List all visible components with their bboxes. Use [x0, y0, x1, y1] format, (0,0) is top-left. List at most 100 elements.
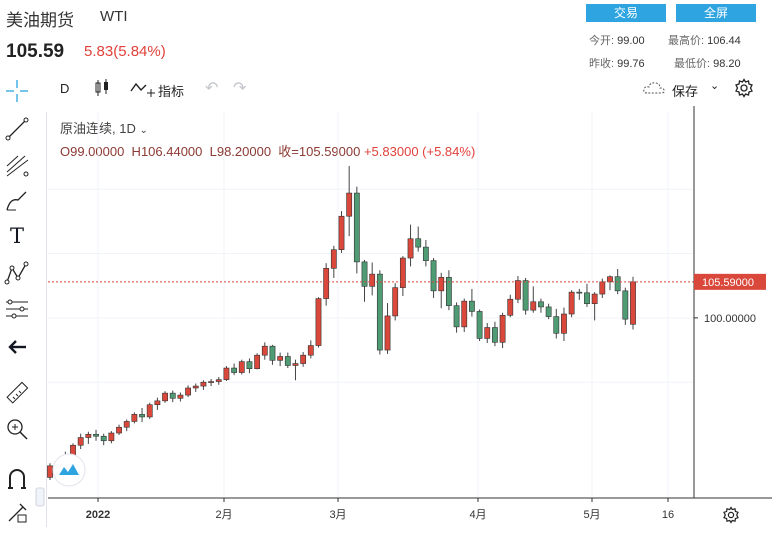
stat-prev-value: 99.76 — [617, 58, 645, 70]
save-button[interactable]: 保存 — [672, 84, 699, 99]
fullscreen-button[interactable]: 全屏 — [676, 4, 756, 22]
candle-body — [484, 327, 491, 339]
candle — [522, 277, 529, 315]
candle-body — [507, 298, 514, 316]
candle — [277, 352, 284, 367]
candle-body — [269, 345, 276, 361]
candle-body — [261, 345, 268, 356]
candle — [630, 276, 636, 330]
candle — [553, 308, 560, 339]
candle-type-icon[interactable] — [94, 78, 110, 98]
candle-body — [376, 273, 383, 351]
candle — [93, 429, 99, 441]
projection-tool-icon[interactable] — [4, 296, 30, 322]
candle-body — [246, 361, 253, 369]
candle — [307, 340, 314, 359]
candle-body — [399, 257, 406, 288]
candle — [146, 402, 153, 419]
candle-body — [453, 305, 460, 328]
legend-change: +5.83000 (+5.84%) — [363, 144, 476, 159]
candle — [599, 278, 606, 298]
x-tick-label: 4月 — [469, 509, 486, 521]
candle-body — [323, 268, 330, 299]
stat-high-value: 106.44 — [707, 35, 741, 47]
candle — [376, 270, 383, 355]
stat-open-label: 今开: — [589, 35, 615, 47]
candle-body — [108, 432, 115, 442]
draw-lock-icon[interactable] — [4, 500, 30, 526]
candle-body — [584, 292, 590, 305]
undo-icon[interactable]: ↶ — [205, 80, 219, 97]
candle-body — [116, 426, 122, 434]
candle — [453, 302, 460, 333]
candle — [530, 286, 537, 313]
trade-button[interactable]: 交易 — [586, 4, 666, 22]
candle-body — [254, 354, 261, 369]
trend-line-icon[interactable] — [4, 116, 30, 142]
fib-tool-icon[interactable] — [4, 152, 30, 178]
y-tick-label: 100.00000 — [704, 313, 756, 325]
candle — [139, 407, 145, 423]
candle-body — [300, 354, 307, 364]
candle-body — [85, 434, 92, 438]
candle-body — [277, 356, 284, 361]
candle-body — [599, 281, 606, 295]
crosshair-icon[interactable] — [4, 78, 30, 104]
candle — [538, 298, 544, 313]
save-dropdown-chevron-icon[interactable]: ⌄ — [710, 80, 720, 92]
candle-body — [192, 385, 199, 389]
candle — [100, 433, 107, 446]
last-price: 105.59 — [6, 41, 65, 62]
candle-body — [607, 276, 613, 283]
settings-gear-icon[interactable] — [734, 78, 754, 98]
candle-body — [384, 315, 391, 351]
axis-settings-gear-icon[interactable] — [722, 506, 740, 524]
candle-body — [353, 192, 360, 263]
candle-body — [499, 314, 506, 343]
indicators-icon[interactable] — [130, 79, 156, 99]
stat-high: 最高价: 106.44 — [668, 32, 741, 48]
candle-body — [530, 301, 537, 311]
candle — [392, 283, 399, 321]
candle-body — [330, 249, 337, 269]
candle — [162, 391, 168, 403]
candle-body — [545, 306, 552, 317]
zoom-in-icon[interactable] — [4, 416, 30, 442]
candle — [461, 298, 468, 333]
stat-low-label: 最低价: — [674, 58, 711, 70]
candle-body — [131, 414, 138, 422]
candle — [77, 433, 84, 450]
candle — [568, 290, 575, 318]
pattern-tool-icon[interactable] — [4, 260, 30, 286]
candle — [300, 351, 307, 367]
candle-body — [630, 281, 636, 325]
candle — [200, 380, 207, 390]
interval-button[interactable]: D — [60, 81, 70, 96]
candle — [384, 303, 391, 354]
magnet-icon[interactable] — [4, 466, 30, 492]
candle — [591, 292, 598, 321]
candle — [584, 283, 590, 307]
candle-body — [93, 434, 99, 437]
text-tool-icon[interactable]: T — [9, 224, 24, 248]
candle-body — [445, 277, 452, 306]
candle — [492, 321, 498, 347]
sidebar-collapse-handle — [35, 487, 45, 507]
indicators-button[interactable]: 指标 — [158, 84, 185, 99]
candle-body — [369, 273, 376, 287]
back-arrow-icon[interactable] — [4, 334, 30, 360]
ruler-icon[interactable] — [4, 380, 30, 406]
candle-body — [492, 327, 498, 343]
candle — [269, 344, 276, 365]
candle-body — [361, 261, 368, 287]
x-tick-label: 3月 — [329, 509, 346, 521]
candle — [622, 287, 629, 325]
chart-axes: 105.59000 100.00000 2022 2月 3月 4月 5月 16 — [35, 106, 772, 521]
brush-icon[interactable] — [4, 188, 30, 214]
candle — [399, 256, 406, 296]
redo-icon[interactable]: ↷ — [233, 80, 247, 97]
candle — [484, 323, 491, 343]
candle-body — [177, 394, 184, 399]
candle — [85, 431, 92, 444]
